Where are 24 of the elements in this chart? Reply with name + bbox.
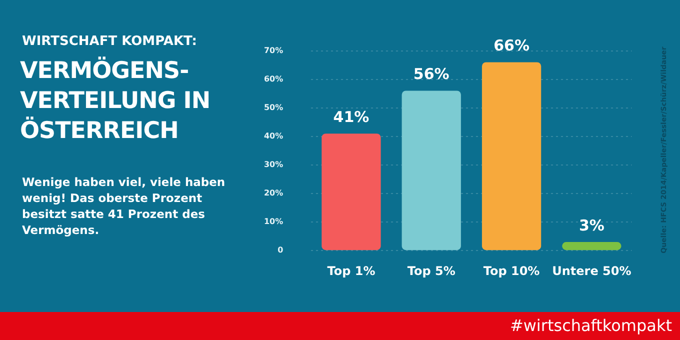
x-tick-label: Untere 50%	[552, 264, 632, 278]
y-tick-label: 70%	[264, 46, 284, 55]
y-tick-label: 0	[278, 246, 284, 255]
y-tick-label: 40%	[264, 132, 284, 141]
text: WIRTSCHAFT KOMPAKT:	[22, 34, 198, 49]
text: #wirtschaftkompakt	[510, 316, 672, 335]
bar	[562, 242, 622, 250]
text: Wenige haben viel, viele haben wenig! Das oberste Prozent besitzt satte 41 Prozent des Vermögens.	[22, 174, 226, 238]
data-label: 66%	[494, 36, 530, 55]
data-label: 3%	[578, 216, 604, 234]
bar	[482, 62, 542, 250]
bar	[322, 134, 381, 250]
x-tick-label: Top 5%	[407, 264, 456, 278]
y-tick-label: 50%	[264, 102, 284, 112]
x-tick-label: Top 1%	[327, 264, 376, 278]
data-label: 56%	[413, 65, 450, 84]
x-tick-label: Top 10%	[483, 264, 540, 278]
data-label: 41%	[333, 108, 370, 126]
y-tick-label: 60%	[264, 74, 284, 84]
text: VERMÖGENS-VERTEILUNG IN ÖSTERREICH	[20, 56, 212, 146]
bar	[402, 90, 461, 250]
y-tick-label: 20%	[264, 188, 284, 198]
y-tick-label: 10%	[264, 217, 284, 226]
y-tick-label: 30%	[264, 160, 284, 170]
